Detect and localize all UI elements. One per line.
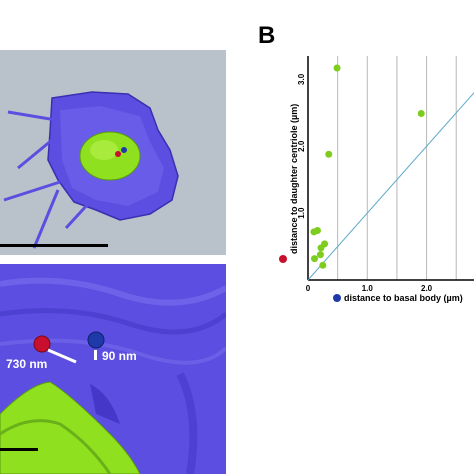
- data-point: [311, 255, 319, 263]
- cell-rendering-bottom-graphic: 730 nm 90 nm: [0, 264, 226, 474]
- cell-rendering-top: [0, 50, 226, 255]
- x-tick-label: 1.0: [362, 284, 374, 293]
- annotation-730nm: 730 nm: [6, 357, 47, 371]
- panel-letter: B: [258, 22, 276, 49]
- grid-lines: [337, 56, 457, 280]
- y-tick-label: 2.0: [297, 140, 306, 152]
- data-point: [417, 110, 425, 118]
- xlabel-marker: [333, 294, 341, 302]
- cell-rendering-bottom: 730 nm 90 nm: [0, 264, 226, 474]
- x-tick-label: 2.0: [421, 284, 433, 293]
- y-tick-label: 3.0: [297, 73, 306, 85]
- x-axis-label: distance to basal body (µm): [344, 293, 463, 303]
- annotation-90nm: 90 nm: [102, 349, 137, 363]
- reference-line: [307, 92, 474, 281]
- data-point: [317, 244, 325, 252]
- y-axis-label: distance to daughter centriole (µm): [289, 104, 299, 254]
- data-point: [313, 227, 321, 235]
- tick-labels: 0 1.0 2.0 1.0 2.0 3.0: [297, 73, 433, 293]
- data-point: [325, 150, 333, 158]
- y-tick-label: 1.0: [297, 207, 306, 219]
- data-point: [333, 64, 341, 72]
- x-tick-label: 0: [306, 284, 311, 293]
- cell-rendering-top-graphic: [0, 50, 226, 255]
- ylabel-marker: [279, 255, 287, 263]
- data-point: [319, 261, 327, 269]
- data-point: [316, 251, 324, 259]
- data-points: [310, 64, 425, 269]
